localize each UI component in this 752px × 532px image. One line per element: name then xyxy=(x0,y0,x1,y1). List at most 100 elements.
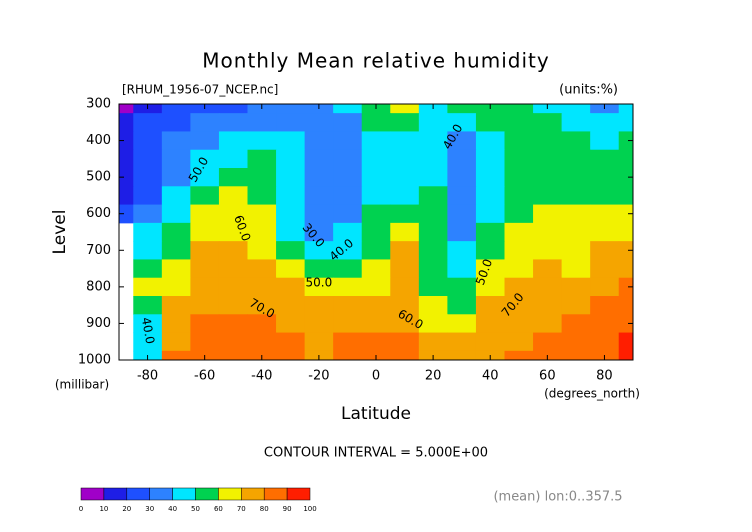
colorbar-label: 60 xyxy=(214,505,223,513)
field-cell xyxy=(133,222,163,242)
field-cell xyxy=(618,149,634,169)
field-cell xyxy=(561,277,591,297)
field-cell xyxy=(447,149,477,169)
field-cell xyxy=(218,149,248,169)
field-cell xyxy=(390,204,420,224)
field-cell xyxy=(161,241,191,260)
field-cell xyxy=(218,259,248,279)
field-cell xyxy=(333,259,363,279)
field-cell xyxy=(504,104,534,114)
field-cell xyxy=(447,350,477,361)
field-cell xyxy=(418,168,448,187)
field-cell xyxy=(418,222,448,242)
field-cell xyxy=(618,296,634,315)
field-cell xyxy=(247,277,277,297)
field-cell xyxy=(418,204,448,224)
field-cell xyxy=(447,332,477,352)
field-cell xyxy=(276,332,306,352)
field-cell xyxy=(447,241,477,260)
field-cell xyxy=(504,277,534,297)
field-cell xyxy=(590,332,620,352)
colorbar-label: 80 xyxy=(260,505,269,513)
field-cell xyxy=(618,186,634,206)
field-cell xyxy=(276,350,306,361)
field-cell xyxy=(390,168,420,187)
field-cell xyxy=(618,168,634,187)
field-cell xyxy=(447,204,477,224)
field-cell xyxy=(333,131,363,151)
field-cell xyxy=(504,259,534,279)
field-cell xyxy=(390,186,420,206)
field-cell xyxy=(361,186,391,206)
field-cell xyxy=(276,113,306,132)
x-axis-unit: (degrees_north) xyxy=(544,387,640,401)
field-cell xyxy=(333,186,363,206)
field-cell xyxy=(161,277,191,297)
field-cell xyxy=(561,186,591,206)
field-cell xyxy=(561,222,591,242)
field-cell xyxy=(161,186,191,206)
field-cell xyxy=(218,296,248,315)
field-cell xyxy=(218,104,248,114)
field-cell xyxy=(447,168,477,187)
field-cell xyxy=(361,314,391,334)
field-cell xyxy=(247,131,277,151)
field-cell xyxy=(618,314,634,334)
field-cell xyxy=(333,296,363,315)
field-cell xyxy=(561,131,591,151)
field-cell xyxy=(133,332,163,352)
x-tick-label: 60 xyxy=(539,369,556,384)
field-cell xyxy=(561,204,591,224)
field-cell xyxy=(561,350,591,361)
colorbar-swatch xyxy=(80,487,105,501)
x-tick-label: -20 xyxy=(308,369,329,384)
field-cell xyxy=(590,259,620,279)
field-cell xyxy=(276,259,306,279)
colorbar-label: 90 xyxy=(283,505,292,513)
field-cell xyxy=(218,314,248,334)
y-tick-label: 400 xyxy=(86,133,111,148)
field-cell xyxy=(561,113,591,132)
field-cell xyxy=(475,241,505,260)
field-cell xyxy=(618,350,634,361)
field-cell xyxy=(361,131,391,151)
field-cell xyxy=(133,241,163,260)
field-cell xyxy=(533,314,563,334)
field-cell xyxy=(418,149,448,169)
colorbar-label: 70 xyxy=(237,505,246,513)
field-cell xyxy=(190,277,220,297)
field-cell xyxy=(390,149,420,169)
field-cell xyxy=(390,259,420,279)
y-axis-title: Level xyxy=(50,210,70,255)
field-cell xyxy=(361,259,391,279)
field-cell xyxy=(276,131,306,151)
field-cell xyxy=(133,186,163,206)
field-cell xyxy=(418,186,448,206)
colorbar-label: 10 xyxy=(99,505,108,513)
field-cell xyxy=(447,186,477,206)
field-cell xyxy=(418,296,448,315)
y-tick-label: 600 xyxy=(86,206,111,221)
field-cell xyxy=(561,296,591,315)
field-cell xyxy=(218,204,248,224)
field-cell xyxy=(304,149,334,169)
field-cell xyxy=(533,186,563,206)
field-cell xyxy=(504,241,534,260)
field-cell xyxy=(533,149,563,169)
contour-label: 50.0 xyxy=(306,276,333,290)
field-cell xyxy=(475,186,505,206)
field-cell xyxy=(561,332,591,352)
field-cell xyxy=(390,113,420,132)
field-cell xyxy=(447,113,477,132)
field-cell xyxy=(247,332,277,352)
field-cell xyxy=(304,204,334,224)
field-cell xyxy=(133,168,163,187)
field-cell xyxy=(218,113,248,132)
chart-subtitle: [RHUM_1956-07_NCEP.nc] xyxy=(122,83,278,97)
field-cell xyxy=(276,222,306,242)
field-cell xyxy=(390,332,420,352)
field-cell xyxy=(119,131,134,151)
field-cell xyxy=(561,104,591,114)
x-tick-label: 0 xyxy=(372,369,380,384)
